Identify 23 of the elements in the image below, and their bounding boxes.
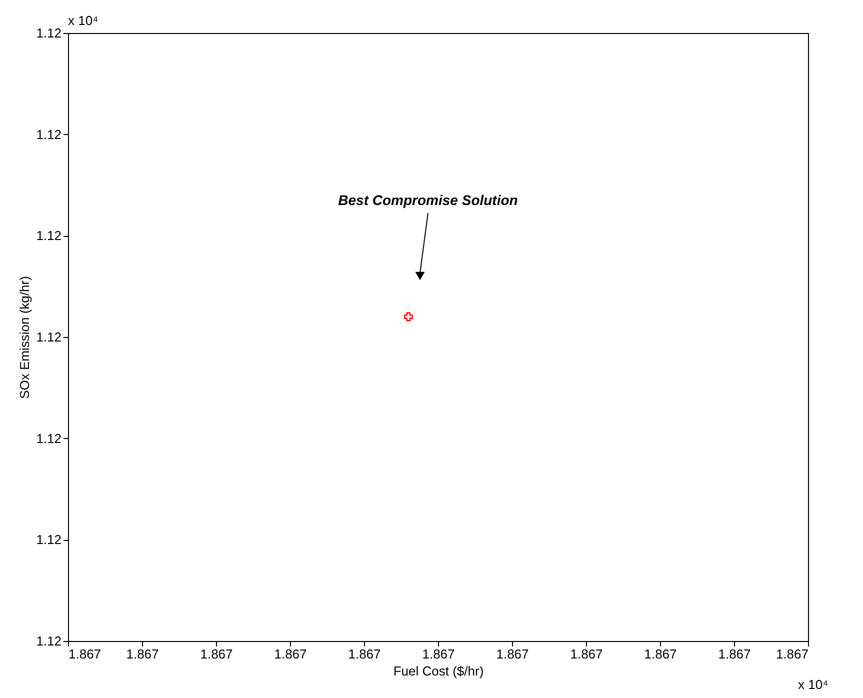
- x-tick-label: 1.867: [274, 646, 307, 662]
- x-tick-label: 1.867: [496, 646, 529, 662]
- x-tick-label: 1.867: [422, 646, 455, 662]
- x-tick-label: 1.867: [200, 646, 233, 662]
- x-axis-title: Fuel Cost ($/hr): [393, 664, 484, 678]
- x-tick-label: 1.867: [644, 646, 677, 662]
- text: x 10⁴: [798, 677, 828, 692]
- y-tick-label: 1.12: [36, 26, 62, 40]
- x-tick-label: 1.867: [348, 646, 381, 662]
- x-tick-label: 1.867: [776, 646, 808, 662]
- x-tick-label: 1.867: [126, 646, 159, 662]
- y-tick-label: 1.12: [36, 126, 62, 142]
- y-tick-label: 1.12: [36, 330, 62, 344]
- annotation: Best Compromise Solution: [338, 192, 518, 208]
- y-tick-label: 1.12: [36, 634, 62, 648]
- y-tick-label: 1.12: [36, 228, 62, 244]
- x-tick-label: 1.867: [570, 646, 603, 662]
- y-axis-title: SOx Emission (kg/hr): [17, 276, 32, 399]
- y-tick-label: 1.12: [36, 430, 62, 446]
- text: x 10⁴: [68, 13, 98, 28]
- x-tick-label: 1.867: [718, 646, 751, 662]
- x-tick-label: 1.867: [68, 646, 102, 662]
- y-tick-label: 1.12: [36, 532, 62, 548]
